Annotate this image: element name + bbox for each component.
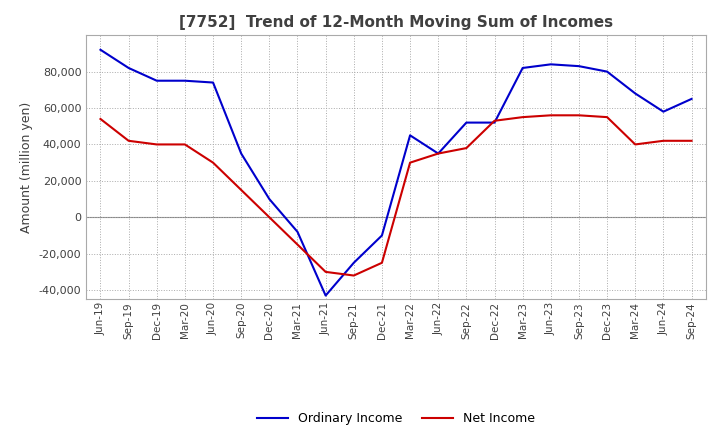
Ordinary Income [406, 133, 415, 138]
Net Income [490, 118, 499, 123]
Net Income [603, 114, 611, 120]
Legend: Ordinary Income, Net Income: Ordinary Income, Net Income [252, 407, 540, 430]
Line: Ordinary Income: Ordinary Income [101, 50, 691, 296]
Net Income [125, 138, 133, 143]
Net Income [181, 142, 189, 147]
Y-axis label: Amount (million yen): Amount (million yen) [20, 102, 33, 233]
Ordinary Income [490, 120, 499, 125]
Ordinary Income [209, 80, 217, 85]
Net Income [96, 116, 105, 121]
Ordinary Income [631, 91, 639, 96]
Title: [7752]  Trend of 12-Month Moving Sum of Incomes: [7752] Trend of 12-Month Moving Sum of I… [179, 15, 613, 30]
Net Income [293, 242, 302, 247]
Net Income [406, 160, 415, 165]
Net Income [659, 138, 667, 143]
Ordinary Income [237, 151, 246, 156]
Ordinary Income [603, 69, 611, 74]
Ordinary Income [125, 65, 133, 70]
Net Income [687, 138, 696, 143]
Ordinary Income [575, 63, 583, 69]
Net Income [575, 113, 583, 118]
Net Income [462, 146, 471, 151]
Net Income [377, 260, 386, 265]
Ordinary Income [181, 78, 189, 83]
Ordinary Income [153, 78, 161, 83]
Ordinary Income [321, 293, 330, 298]
Net Income [349, 273, 358, 278]
Ordinary Income [659, 109, 667, 114]
Net Income [153, 142, 161, 147]
Net Income [265, 215, 274, 220]
Ordinary Income [546, 62, 555, 67]
Ordinary Income [687, 96, 696, 102]
Ordinary Income [518, 65, 527, 70]
Net Income [546, 113, 555, 118]
Ordinary Income [377, 233, 386, 238]
Net Income [434, 151, 443, 156]
Ordinary Income [349, 260, 358, 265]
Ordinary Income [265, 196, 274, 202]
Net Income [209, 160, 217, 165]
Net Income [518, 114, 527, 120]
Net Income [321, 269, 330, 275]
Line: Net Income: Net Income [101, 115, 691, 275]
Ordinary Income [462, 120, 471, 125]
Ordinary Income [434, 151, 443, 156]
Ordinary Income [96, 47, 105, 52]
Net Income [631, 142, 639, 147]
Ordinary Income [293, 229, 302, 235]
Net Income [237, 187, 246, 193]
